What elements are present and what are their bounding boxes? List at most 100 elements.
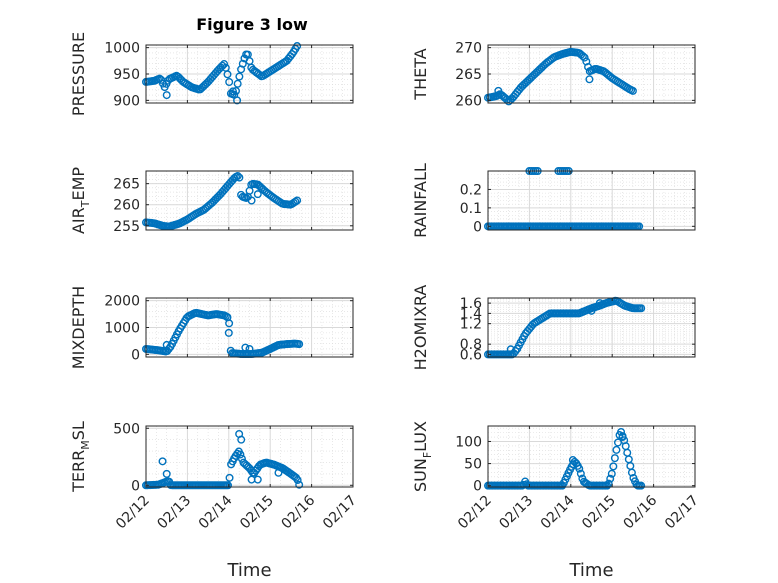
data-point bbox=[236, 450, 245, 459]
data-point bbox=[228, 87, 237, 96]
x-tick-label: 02/16 bbox=[279, 492, 319, 532]
data-point bbox=[293, 196, 302, 205]
data-point bbox=[293, 476, 302, 485]
x-tick-label: 02/13 bbox=[154, 493, 194, 533]
x-tick-label: 02/17 bbox=[320, 493, 360, 533]
y-tick-label: 950 bbox=[113, 67, 140, 83]
data-point bbox=[607, 469, 616, 478]
data-point bbox=[612, 445, 621, 454]
data-point bbox=[162, 469, 171, 478]
data-point bbox=[233, 79, 242, 88]
y-tick-label: 1.6 bbox=[460, 296, 482, 312]
data-point bbox=[223, 70, 232, 79]
x-tick-label: 02/13 bbox=[496, 493, 536, 533]
data-point bbox=[245, 344, 254, 353]
x-tick-label: 02/15 bbox=[237, 493, 277, 533]
data-point bbox=[231, 86, 240, 95]
x-axis-label: Time bbox=[568, 560, 613, 581]
y-tick-label: 0 bbox=[473, 479, 482, 495]
y-tick-label: 0 bbox=[131, 478, 140, 494]
data-point bbox=[238, 59, 247, 68]
data-point bbox=[587, 306, 596, 315]
y-tick-label: 260 bbox=[113, 198, 140, 214]
y-axis-label: TERRMSL bbox=[69, 421, 92, 493]
y-tick-label: 50 bbox=[464, 457, 482, 473]
y-tick-label: 1.2 bbox=[460, 317, 482, 333]
data-point bbox=[637, 304, 646, 313]
y-tick-label: 265 bbox=[455, 67, 482, 83]
data-point bbox=[595, 299, 604, 308]
data-point bbox=[225, 473, 234, 482]
y-tick-label: 270 bbox=[455, 41, 482, 57]
plot-area bbox=[488, 171, 695, 230]
data-point bbox=[233, 96, 242, 105]
axes-box bbox=[145, 170, 354, 231]
y-axis-label: SUNFLUX bbox=[411, 421, 434, 492]
y-tick-label: 265 bbox=[113, 177, 140, 193]
y-axis-label: THETA bbox=[411, 48, 430, 100]
x-tick-label: 02/16 bbox=[621, 492, 661, 532]
data-point bbox=[225, 77, 234, 86]
data-point bbox=[578, 52, 587, 61]
y-tick-label: 900 bbox=[113, 93, 140, 109]
data-point bbox=[609, 462, 618, 471]
data-point bbox=[568, 456, 577, 465]
data-point bbox=[580, 53, 589, 62]
axes-box bbox=[145, 425, 354, 488]
axes-box bbox=[487, 297, 696, 358]
data-point bbox=[162, 91, 171, 100]
y-tick-label: 2000 bbox=[104, 294, 140, 310]
data-point bbox=[617, 427, 626, 436]
y-axis-label: AIRTEMP bbox=[69, 167, 92, 234]
data-point bbox=[224, 481, 233, 490]
y-tick-label: 0.6 bbox=[460, 347, 482, 363]
y-axis-label: H2OMIXRA bbox=[411, 285, 430, 371]
data-point bbox=[220, 60, 229, 69]
y-tick-label: 255 bbox=[113, 219, 140, 235]
data-point bbox=[162, 340, 171, 349]
data-point bbox=[618, 433, 627, 442]
data-point bbox=[610, 454, 619, 463]
data-point bbox=[247, 196, 256, 205]
data-point bbox=[506, 345, 515, 354]
y-tick-label: 500 bbox=[113, 421, 140, 437]
y-tick-label: 0.1 bbox=[460, 201, 482, 217]
y-tick-label: 0 bbox=[473, 219, 482, 235]
data-point bbox=[224, 328, 233, 337]
x-axis-label: Time bbox=[226, 560, 271, 581]
data-point bbox=[274, 468, 283, 477]
x-tick-label: 02/17 bbox=[662, 493, 702, 533]
x-tick-label: 02/14 bbox=[196, 492, 236, 532]
data-point bbox=[295, 340, 304, 349]
data-point bbox=[253, 475, 262, 484]
data-point bbox=[235, 173, 244, 182]
data-point bbox=[241, 343, 250, 352]
y-tick-label: 0.2 bbox=[460, 182, 482, 198]
data-point bbox=[253, 190, 262, 199]
data-point bbox=[158, 457, 167, 466]
y-tick-label: 100 bbox=[455, 434, 482, 450]
data-point bbox=[233, 171, 242, 180]
y-tick-label: 1000 bbox=[104, 321, 140, 337]
x-tick-label: 02/12 bbox=[455, 493, 495, 533]
data-point bbox=[235, 72, 244, 81]
y-tick-label: 0 bbox=[131, 347, 140, 363]
x-tick-label: 02/14 bbox=[538, 492, 578, 532]
figure-title: Figure 3 low bbox=[196, 15, 308, 34]
y-tick-label: 1.4 bbox=[460, 306, 482, 322]
data-point bbox=[576, 469, 585, 478]
data-point bbox=[293, 42, 302, 51]
data-point bbox=[637, 481, 646, 490]
data-point bbox=[585, 75, 594, 84]
data-point bbox=[603, 481, 612, 490]
y-tick-label: 0.8 bbox=[460, 337, 482, 353]
axes-box bbox=[487, 170, 696, 231]
y-axis-label: PRESSURE bbox=[69, 32, 88, 116]
data-point bbox=[628, 86, 637, 95]
y-tick-label: 1000 bbox=[104, 41, 140, 57]
y-tick-label: 260 bbox=[455, 93, 482, 109]
y-axis-label: MIXDEPTH bbox=[69, 286, 88, 369]
y-axis-label: RAINFALL bbox=[411, 163, 430, 238]
